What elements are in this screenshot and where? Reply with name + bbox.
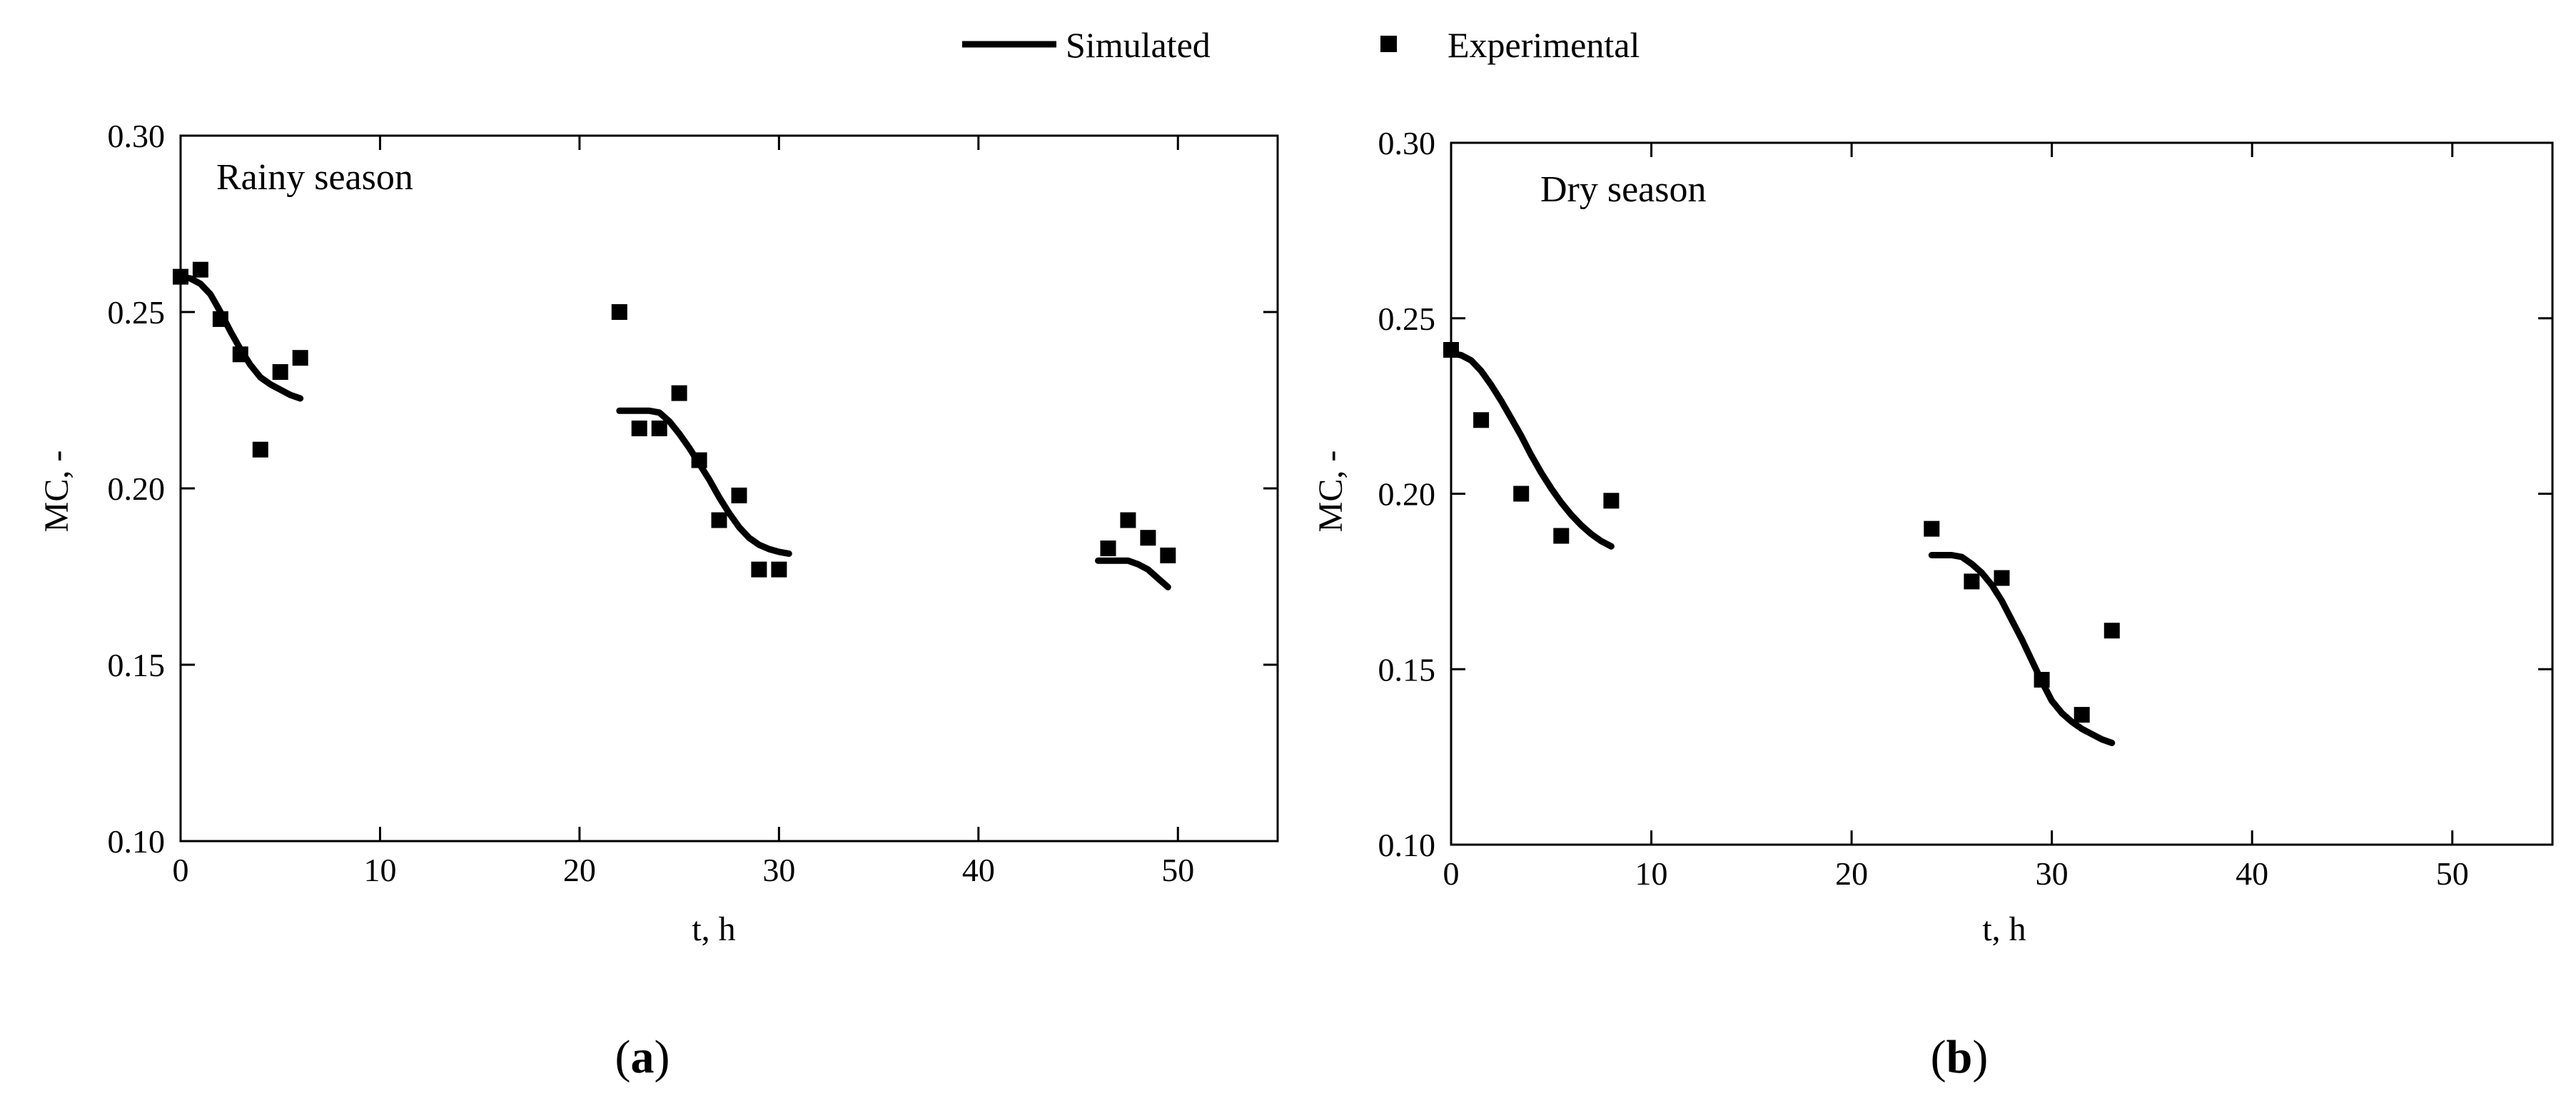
experimental-point [1553, 528, 1570, 544]
x-tick-label: 0 [173, 852, 189, 888]
legend-experimental-marker [1380, 36, 1397, 52]
x-tick-label: 10 [363, 852, 396, 888]
x-tick-label: 40 [2236, 855, 2268, 892]
legend-experimental-label: Experimental [1448, 25, 1640, 65]
experimental-point [272, 364, 288, 380]
y-tick-label: 0.20 [108, 471, 166, 507]
experimental-point [1924, 521, 1940, 537]
panel-label-open: ( [1931, 1031, 1946, 1083]
panel-label-letter: a [631, 1031, 655, 1083]
experimental-point [2074, 707, 2090, 723]
chart-panel-a: 0 10 20 30 40 50 0.10 0.15 0.20 0.25 0.30 Rainy se… [38, 118, 1279, 1083]
y-tick-label: 0.15 [108, 647, 166, 683]
x-tick-label: 20 [1835, 855, 1868, 892]
experimental-point [691, 452, 707, 468]
y-tick-label: 0.10 [1378, 827, 1436, 863]
experimental-point [671, 385, 687, 401]
experimental-point [1603, 493, 1620, 509]
y-tick-label: 0.30 [1378, 125, 1436, 161]
chart-panel-b: 0 10 20 30 40 50 0.10 0.15 0.20 0.25 0.30 Dry seas… [1312, 125, 2554, 1083]
panel-label-close: ) [1972, 1031, 1988, 1083]
experimental-point [2103, 623, 2120, 639]
experimental-point [1140, 530, 1156, 546]
experimental-point [1160, 547, 1176, 563]
simulated-line-segment [1448, 350, 1615, 550]
experimental-point [1473, 412, 1490, 428]
panel-label-open: ( [615, 1031, 631, 1083]
experimental-point [631, 421, 647, 436]
panel-label-letter: b [1946, 1031, 1973, 1083]
y-tick-label: 0.30 [108, 118, 166, 154]
experimental-point [252, 441, 268, 458]
y-axis-title: MC, - [1312, 451, 1350, 533]
experimental-point [611, 304, 627, 320]
experimental-point [2034, 672, 2050, 688]
x-tick-label: 20 [563, 852, 596, 888]
plot-area: 0 10 20 30 40 50 0.10 0.15 0.20 0.25 0.30 [108, 118, 1279, 888]
y-tick-label: 0.10 [108, 823, 166, 860]
x-tick-label: 40 [962, 852, 995, 888]
x-tick-label: 30 [2036, 855, 2069, 892]
simulated-line-segment [1928, 552, 2116, 746]
y-tick-label: 0.25 [108, 294, 166, 331]
panel-label-close: ) [655, 1031, 670, 1083]
panel-annotation: Rainy season [216, 157, 413, 198]
experimental-point [771, 561, 787, 578]
simulated-line-segment [616, 407, 792, 557]
y-tick-label: 0.20 [1378, 476, 1436, 513]
experimental-point [651, 421, 667, 436]
experimental-point [751, 561, 767, 578]
simulated-line-segment [177, 273, 304, 402]
x-tick-label: 0 [1443, 855, 1460, 892]
experimental-point [1443, 342, 1459, 358]
x-tick-label: 30 [762, 852, 795, 888]
experimental-point [212, 311, 228, 327]
axes-frame [179, 134, 1279, 843]
experimental-point [192, 261, 208, 278]
y-tick-label: 0.15 [1378, 651, 1436, 688]
panel-label: (b) [1931, 1031, 1989, 1083]
x-axis-title: t, h [692, 910, 735, 948]
experimental-point [1964, 573, 1980, 590]
experimental-point [1994, 570, 2010, 586]
experimental-point [711, 512, 727, 528]
x-tick-label: 10 [1635, 855, 1668, 892]
x-axis-title: t, h [1982, 910, 2026, 948]
experimental-point [731, 487, 747, 503]
experimental-point [292, 350, 308, 366]
experimental-point [1513, 486, 1530, 502]
y-tick-label: 0.25 [1378, 301, 1436, 337]
panel-annotation: Dry season [1540, 169, 1707, 210]
legend-simulated-label: Simulated [1066, 25, 1211, 65]
legend: Simulated Experimental [962, 25, 1640, 65]
experimental-point [173, 268, 188, 285]
experimental-point [1120, 512, 1136, 528]
simulated-line-segment [1095, 557, 1171, 590]
x-tick-label: 50 [2436, 855, 2469, 892]
experimental-point [232, 346, 248, 363]
panel-label: (a) [615, 1031, 670, 1083]
plot-area: 0 10 20 30 40 50 0.10 0.15 0.20 0.25 0.30 [1378, 125, 2554, 892]
y-axis-title: MC, - [38, 451, 76, 533]
x-tick-label: 50 [1161, 852, 1194, 888]
experimental-point [1100, 541, 1116, 556]
